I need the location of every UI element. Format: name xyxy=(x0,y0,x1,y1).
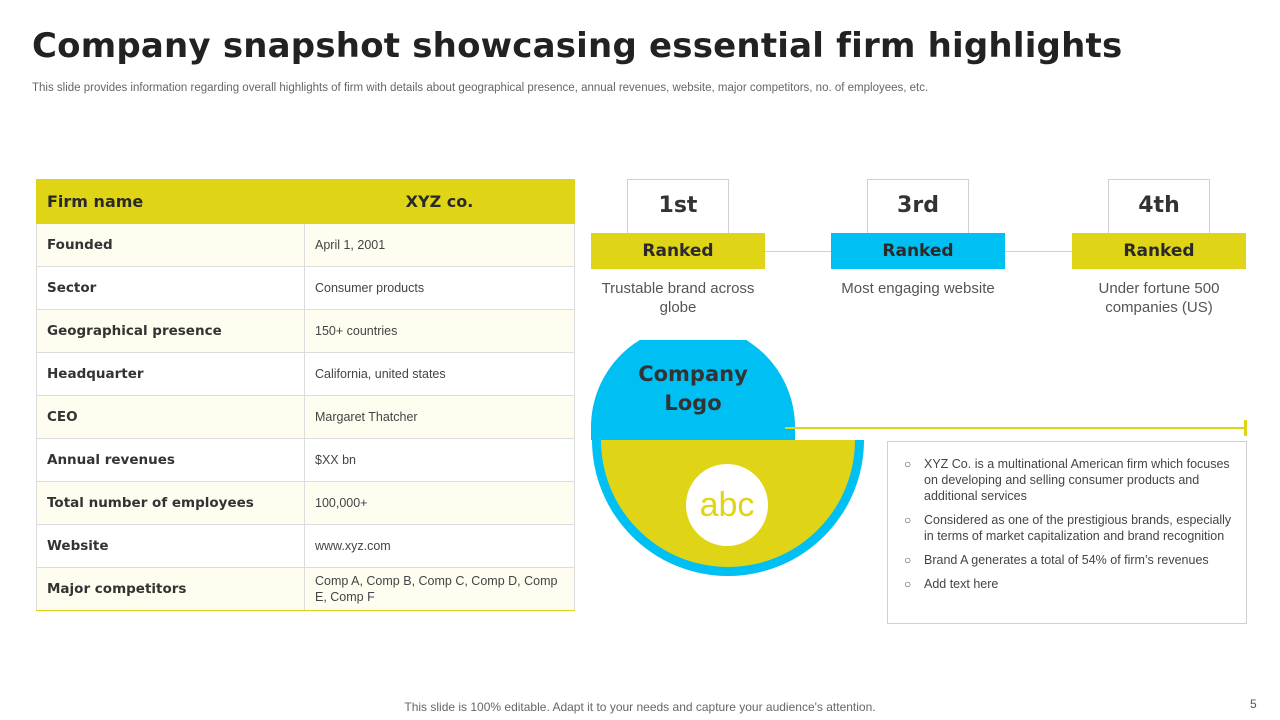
page-number: 5 xyxy=(1250,697,1257,711)
row-key: Headquarter xyxy=(36,352,305,396)
firm-snapshot-table: Firm name XYZ co. Founded April 1, 2001 … xyxy=(36,179,575,611)
table-row: Headquarter California, united states xyxy=(36,352,575,396)
table-row: Founded April 1, 2001 xyxy=(36,223,575,267)
row-value: $XX bn xyxy=(304,438,575,482)
ranking-position: 3rd xyxy=(867,179,969,233)
logo-connector-tick xyxy=(1244,420,1247,436)
detail-text: Add text here xyxy=(924,577,999,591)
ranking-description: Most engaging website xyxy=(841,280,995,297)
ranking-description: Trustable brand across globe xyxy=(601,280,755,316)
company-logo-label: Company Logo xyxy=(638,362,748,415)
ranking-position: 4th xyxy=(1108,179,1210,233)
row-value: www.xyz.com xyxy=(304,524,575,568)
table-row: CEO Margaret Thatcher xyxy=(36,395,575,439)
logo-placeholder-text: abc xyxy=(699,486,755,524)
row-value: Comp A, Comp B, Comp C, Comp D, Comp E, … xyxy=(304,567,575,611)
table-row: Total number of employees 100,000+ xyxy=(36,481,575,525)
slide-title: Company snapshot showcasing essential fi… xyxy=(32,26,1123,66)
logo-top-half xyxy=(591,340,795,440)
header-value-cell: XYZ co. xyxy=(304,179,575,224)
circle-bullet-icon: ○ xyxy=(904,457,912,471)
detail-text: Brand A generates a total of 54% of firm… xyxy=(924,553,1209,567)
table-row: Sector Consumer products xyxy=(36,266,575,310)
row-key: Major competitors xyxy=(36,567,305,611)
ranking-description: Under fortune 500 companies (US) xyxy=(1098,280,1220,316)
header-key-cell: Firm name xyxy=(36,179,305,224)
circle-bullet-icon: ○ xyxy=(904,513,912,527)
table-header-row: Firm name XYZ co. xyxy=(36,179,575,224)
detail-text: XYZ Co. is a multinational American firm… xyxy=(924,457,1230,503)
row-key: Founded xyxy=(36,223,305,267)
list-item: ○ Brand A generates a total of 54% of fir… xyxy=(904,552,1232,568)
list-item: ○ Considered as one of the prestigious br… xyxy=(904,512,1232,544)
ranking-label: Ranked xyxy=(1072,233,1246,269)
table-row: Major competitors Comp A, Comp B, Comp C… xyxy=(36,567,575,611)
company-details-box: ○ XYZ Co. is a multinational American fir… xyxy=(887,441,1247,624)
ranking-position: 1st xyxy=(627,179,729,233)
row-value: Margaret Thatcher xyxy=(304,395,575,439)
row-key: Sector xyxy=(36,266,305,310)
row-key: Total number of employees xyxy=(36,481,305,525)
ranking-label: Ranked xyxy=(591,233,765,269)
details-list: ○ XYZ Co. is a multinational American fir… xyxy=(904,456,1232,592)
row-value: 150+ countries xyxy=(304,309,575,353)
detail-text: Considered as one of the prestigious bra… xyxy=(924,513,1232,543)
table-row: Website www.xyz.com xyxy=(36,524,575,568)
circle-bullet-icon: ○ xyxy=(904,577,912,591)
table-row: Annual revenues $XX bn xyxy=(36,438,575,482)
row-value: 100,000+ xyxy=(304,481,575,525)
row-value: April 1, 2001 xyxy=(304,223,575,267)
company-logo-graphic xyxy=(591,340,864,576)
list-item: ○ XYZ Co. is a multinational American fir… xyxy=(904,456,1232,504)
table-row: Geographical presence 150+ countries xyxy=(36,309,575,353)
row-key: CEO xyxy=(36,395,305,439)
ranking-label: Ranked xyxy=(831,233,1005,269)
slide-footer: This slide is 100% editable. Adapt it to… xyxy=(404,700,876,714)
list-item: ○ Add text here xyxy=(904,576,1232,592)
row-key: Geographical presence xyxy=(36,309,305,353)
circle-bullet-icon: ○ xyxy=(904,553,912,567)
logo-placeholder-circle xyxy=(686,464,768,546)
row-value: Consumer products xyxy=(304,266,575,310)
slide-subtitle: This slide provides information regardin… xyxy=(32,82,929,94)
row-key: Website xyxy=(36,524,305,568)
row-key: Annual revenues xyxy=(36,438,305,482)
row-value: California, united states xyxy=(304,352,575,396)
logo-connector-line xyxy=(785,427,1245,429)
